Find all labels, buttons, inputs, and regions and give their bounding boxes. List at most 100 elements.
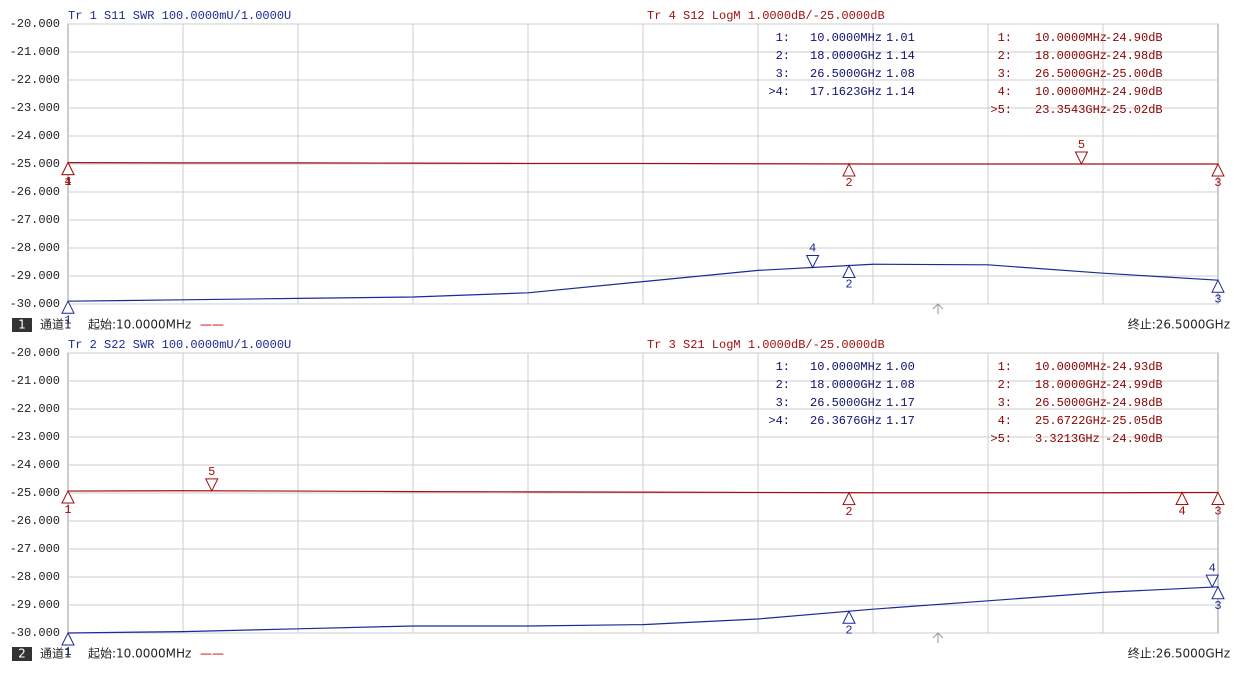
marker-readout: -25.00dB <box>1105 67 1163 81</box>
marker-readout: 2: <box>998 378 1012 392</box>
marker-label: 4 <box>64 175 71 189</box>
marker-triangle <box>61 161 75 176</box>
marker-readout: 10.0000MHz <box>1035 31 1107 45</box>
marker-readout: 17.1623GHz <box>810 85 882 99</box>
scale-arrow <box>932 303 944 314</box>
marker-readout: 1.14 <box>886 49 915 63</box>
y-tick-label: -29.000 <box>10 269 60 283</box>
marker-readout: 3: <box>776 67 790 81</box>
y-tick-label: -21.000 <box>10 374 60 388</box>
marker-readout: -24.90dB <box>1105 31 1163 45</box>
marker-readout: 10.0000MHz <box>1035 85 1107 99</box>
marker-label: 5 <box>208 465 215 479</box>
marker-readout: 1.08 <box>886 67 915 81</box>
marker-readout: 10.0000MHz <box>810 31 882 45</box>
start-frequency: 起始:10.0000MHz <box>88 318 191 332</box>
marker-label: 1 <box>64 313 71 327</box>
marker-readout: 2: <box>776 378 790 392</box>
marker-readout: 18.0000GHz <box>810 378 882 392</box>
marker-readout: 1.17 <box>886 396 915 410</box>
marker-triangle <box>1205 574 1220 589</box>
marker-triangle <box>1211 585 1225 600</box>
y-tick-label: -29.000 <box>10 598 60 612</box>
trace <box>67 490 1219 494</box>
marker-label: 3 <box>1214 176 1221 190</box>
marker-triangle <box>61 300 75 314</box>
channel-number: 2 <box>18 647 26 661</box>
marker-readout: 18.0000GHz <box>1035 378 1107 392</box>
marker-triangle <box>805 254 820 269</box>
marker-readout: 1.00 <box>886 360 915 374</box>
marker-label: 2 <box>845 623 852 637</box>
marker-readout: 26.5000GHz <box>810 396 882 410</box>
marker-label: 1 <box>64 175 71 189</box>
marker-readout: -24.98dB <box>1105 49 1163 63</box>
marker-readout: 2: <box>998 49 1012 63</box>
marker-readout: 10.0000MHz <box>810 360 882 374</box>
marker-label: 3 <box>1214 292 1221 306</box>
start-indicator: —— <box>200 647 224 661</box>
y-tick-label: -22.000 <box>10 402 60 416</box>
trace-header: Tr 4 S12 LogM 1.0000dB/-25.0000dB <box>647 9 885 23</box>
marker-readout: 1: <box>776 360 790 374</box>
marker-label: 2 <box>845 505 852 519</box>
marker-readout: 4: <box>998 85 1012 99</box>
marker-readout: 26.5000GHz <box>1035 396 1107 410</box>
marker-triangle <box>1211 279 1225 293</box>
marker-label: 4 <box>1178 505 1185 519</box>
marker-label: 2 <box>845 278 852 292</box>
marker-triangle <box>61 631 75 646</box>
y-tick-label: -28.000 <box>10 241 60 255</box>
marker-readout: 4: <box>998 414 1012 428</box>
marker-readout: 26.5000GHz <box>1035 67 1107 81</box>
channel-label: 通道1 <box>40 647 72 661</box>
y-tick-label: -23.000 <box>10 430 60 444</box>
y-tick-label: -23.000 <box>10 101 60 115</box>
marker-label: 1 <box>64 645 71 659</box>
trace <box>67 586 1219 634</box>
marker-readout: >5: <box>990 103 1012 117</box>
marker-readout: 18.0000GHz <box>810 49 882 63</box>
marker-readout: >4: <box>768 414 790 428</box>
y-tick-label: -25.000 <box>10 157 60 171</box>
marker-readout: -24.90dB <box>1105 85 1163 99</box>
marker-readout: 23.3543GHz <box>1035 103 1107 117</box>
marker-readout: -24.98dB <box>1105 396 1163 410</box>
channel-label: 通道1 <box>40 318 72 332</box>
trace <box>67 263 1219 302</box>
marker-readout: -24.99dB <box>1105 378 1163 392</box>
y-tick-label: -22.000 <box>10 73 60 87</box>
channel-box <box>12 647 32 661</box>
marker-triangle <box>842 491 856 506</box>
marker-triangle <box>1175 491 1189 506</box>
marker-triangle <box>61 489 75 504</box>
marker-readout: >4: <box>768 85 790 99</box>
marker-label: 2 <box>845 176 852 190</box>
trace-header: Tr 3 S21 LogM 1.0000dB/-25.0000dB <box>647 338 885 352</box>
marker-readout: 25.6722GHz <box>1035 414 1107 428</box>
marker-readout: 3: <box>998 67 1012 81</box>
marker-readout: 3: <box>776 396 790 410</box>
scale-arrow <box>932 632 944 643</box>
channel-number: 1 <box>18 318 26 332</box>
y-tick-label: -26.000 <box>10 514 60 528</box>
y-tick-label: -30.000 <box>10 626 60 640</box>
marker-readout: 10.0000MHz <box>1035 360 1107 374</box>
marker-readout: 3.3213GHz <box>1035 432 1100 446</box>
channel-box <box>12 318 32 332</box>
marker-readout: 1.08 <box>886 378 915 392</box>
marker-triangle <box>842 264 856 279</box>
marker-readout: 2: <box>776 49 790 63</box>
y-tick-label: -28.000 <box>10 570 60 584</box>
marker-readout: -25.05dB <box>1105 414 1163 428</box>
marker-readout: -24.90dB <box>1105 432 1163 446</box>
marker-readout: 1.01 <box>886 31 915 45</box>
marker-label: 3 <box>1214 599 1221 613</box>
y-tick-label: -24.000 <box>10 129 60 143</box>
stop-frequency: 终止:26.5000GHz <box>1128 646 1230 661</box>
marker-readout: 18.0000GHz <box>1035 49 1107 63</box>
trace-header: Tr 2 S22 SWR 100.0000mU/1.0000U <box>68 338 291 352</box>
marker-readout: 1.17 <box>886 414 915 428</box>
start-frequency: 起始:10.0000MHz <box>88 647 191 661</box>
